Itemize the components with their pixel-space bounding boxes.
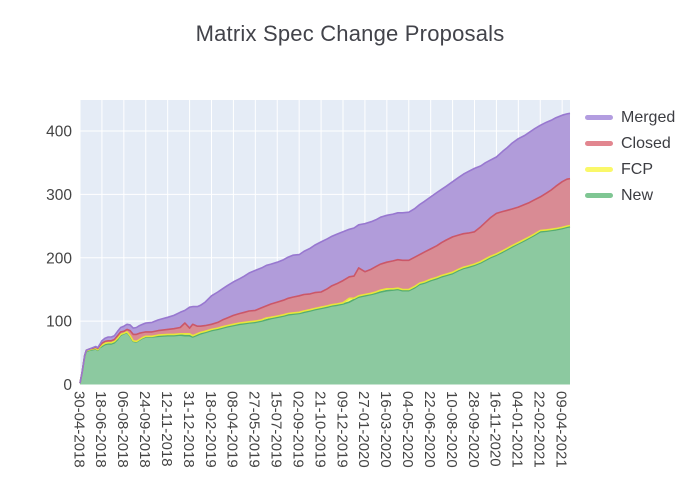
y-axis-tick-label: 300 <box>46 187 72 204</box>
x-axis-tick-label: 16-03-2020 <box>377 391 394 468</box>
x-axis-tick-label: 06-08-2018 <box>114 391 131 468</box>
x-axis-tick-label: 10-08-2020 <box>443 391 460 468</box>
y-axis-tick-label: 200 <box>46 250 72 267</box>
legend-swatch-fcp <box>585 167 613 172</box>
legend-item-closed[interactable]: Closed <box>585 134 675 153</box>
x-axis-tick-label: 27-01-2020 <box>355 391 372 468</box>
x-axis-tick-label: 24-09-2018 <box>136 391 153 468</box>
area-new[interactable] <box>80 226 570 385</box>
x-axis-tick-label: 15-07-2019 <box>268 391 285 468</box>
legend-label-fcp: FCP <box>621 161 653 178</box>
legend-label-merged: Merged <box>621 109 676 126</box>
x-axis-tick-label: 22-02-2021 <box>531 391 548 468</box>
x-axis-tick-label: 12-11-2018 <box>158 391 175 467</box>
legend: Merged Closed FCP New <box>585 108 675 205</box>
line-fcp <box>79 224 571 384</box>
x-axis-tick-label: 16-11-2020 <box>487 391 504 467</box>
legend-swatch-new <box>585 193 613 198</box>
x-axis-tick-label: 18-06-2018 <box>92 391 109 468</box>
x-axis-tick-label: 08-04-2019 <box>224 391 241 468</box>
x-axis-tick-label: 30-04-2018 <box>70 391 87 468</box>
x-axis-tick-label: 09-12-2019 <box>333 391 350 468</box>
legend-item-new[interactable]: New <box>585 186 675 205</box>
y-axis-tick-label: 100 <box>46 314 72 331</box>
legend-swatch-closed <box>585 141 613 146</box>
line-closed <box>79 177 571 384</box>
x-axis-tick-label: 31-12-2018 <box>180 391 197 468</box>
x-axis-tick-label: 21-10-2019 <box>311 391 328 468</box>
x-axis-tick-label: 28-09-2020 <box>465 391 482 468</box>
legend-item-fcp[interactable]: FCP <box>585 160 675 179</box>
x-axis-tick-label: 02-09-2019 <box>289 391 306 468</box>
plot-area[interactable] <box>80 100 570 385</box>
legend-label-closed: Closed <box>621 135 671 152</box>
line-merged <box>79 112 571 384</box>
x-axis-tick-label: 04-05-2020 <box>399 391 416 468</box>
legend-label-new: New <box>621 187 654 204</box>
x-axis-tick-label: 18-02-2019 <box>202 391 219 468</box>
x-axis-tick-label: 09-04-2021 <box>552 391 569 468</box>
y-axis-tick-label: 400 <box>46 124 72 141</box>
x-axis-tick-label: 22-06-2020 <box>421 391 438 468</box>
x-axis-tick-label: 27-05-2019 <box>246 391 263 468</box>
y-axis-tick-label: 0 <box>63 377 72 394</box>
x-axis-tick-label: 04-01-2021 <box>509 391 526 468</box>
legend-swatch-merged <box>585 115 613 120</box>
legend-item-merged[interactable]: Merged <box>585 108 675 127</box>
chart-title: Matrix Spec Change Proposals <box>195 21 505 46</box>
area-merged[interactable] <box>80 113 570 384</box>
